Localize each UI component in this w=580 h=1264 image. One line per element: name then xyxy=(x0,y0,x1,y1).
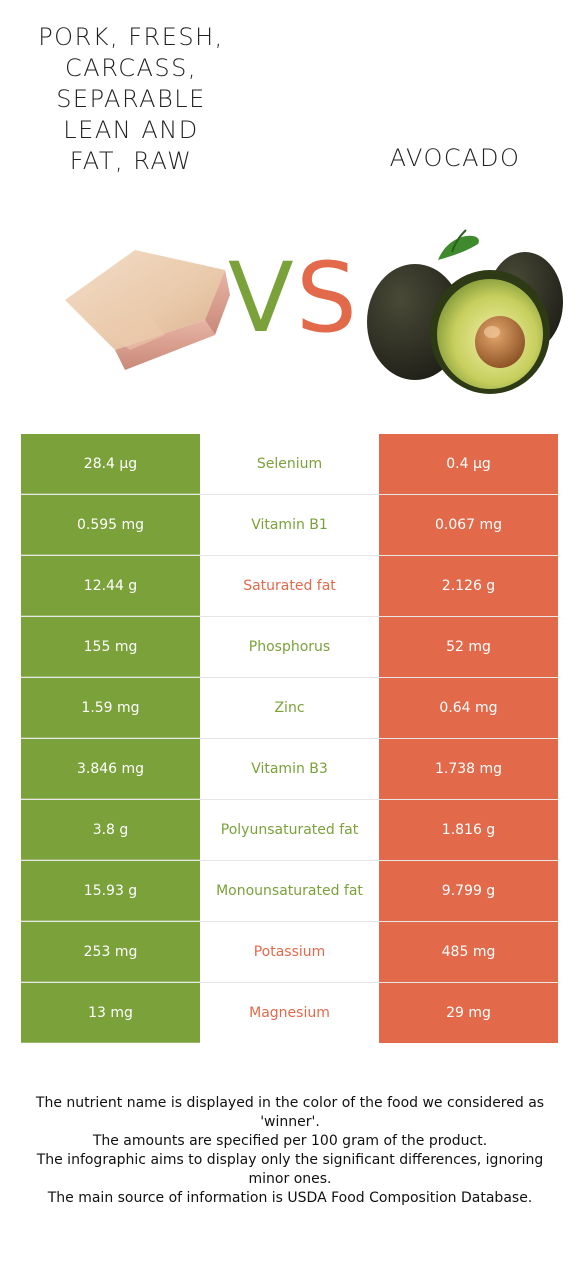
right-food-value: 485 mg xyxy=(379,922,558,982)
left-food-value: 3.8 g xyxy=(21,800,200,860)
vs-s-letter: S xyxy=(296,242,357,354)
nutrient-name: Selenium xyxy=(200,434,379,494)
table-row: 15.93 g Monounsaturated fat 9.799 g xyxy=(21,861,558,922)
left-food-value: 12.44 g xyxy=(21,556,200,616)
footer-note: The main source of information is USDA F… xyxy=(47,1190,533,1206)
table-row: 13 mg Magnesium 29 mg xyxy=(21,983,558,1043)
table-row: 1.59 mg Zinc 0.64 mg xyxy=(21,678,558,739)
left-food-value: 28.4 µg xyxy=(21,434,200,494)
nutrient-name: Phosphorus xyxy=(200,617,379,677)
table-row: 253 mg Potassium 485 mg xyxy=(21,922,558,983)
table-row: 28.4 µg Selenium 0.4 µg xyxy=(21,434,558,495)
nutrient-name: Monounsaturated fat xyxy=(200,861,379,921)
left-food-value: 253 mg xyxy=(21,922,200,982)
footer-note: The amounts are specified per 100 gram o… xyxy=(92,1133,488,1149)
right-food-value: 9.799 g xyxy=(379,861,558,921)
right-food-value: 2.126 g xyxy=(379,556,558,616)
right-food-value: 0.64 mg xyxy=(379,678,558,738)
nutrient-name: Zinc xyxy=(200,678,379,738)
right-food-value: 52 mg xyxy=(379,617,558,677)
left-food-value: 0.595 mg xyxy=(21,495,200,555)
left-food-value: 15.93 g xyxy=(21,861,200,921)
table-row: 12.44 g Saturated fat 2.126 g xyxy=(21,556,558,617)
table-row: 155 mg Phosphorus 52 mg xyxy=(21,617,558,678)
right-food-value: 29 mg xyxy=(379,983,558,1043)
right-food-value: 0.067 mg xyxy=(379,495,558,555)
footer-note: The infographic aims to display only the… xyxy=(36,1152,544,1187)
pork-image xyxy=(65,250,230,370)
left-food-value: 1.59 mg xyxy=(21,678,200,738)
right-food-value: 1.738 mg xyxy=(379,739,558,799)
left-food-value: 13 mg xyxy=(21,983,200,1043)
table-row: 0.595 mg Vitamin B1 0.067 mg xyxy=(21,495,558,556)
nutrient-comparison-table: 28.4 µg Selenium 0.4 µg 0.595 mg Vitamin B1 0… xyxy=(21,434,558,1043)
footer-notes: The nutrient name is displayed in the co… xyxy=(0,1094,580,1208)
vs-v-letter: V xyxy=(228,242,294,354)
nutrient-name: Magnesium xyxy=(200,983,379,1043)
right-food-title: AVOCADO xyxy=(389,144,521,172)
nutrient-name: Saturated fat xyxy=(200,556,379,616)
left-food-title: PORK, FRESH, CARCASS, SEPARABLE LEAN AND… xyxy=(38,23,224,175)
nutrient-name: Polyunsaturated fat xyxy=(200,800,379,860)
nutrient-name: Potassium xyxy=(200,922,379,982)
table-row: 3.8 g Polyunsaturated fat 1.816 g xyxy=(21,800,558,861)
right-food-value: 1.816 g xyxy=(379,800,558,860)
table-row: 3.846 mg Vitamin B3 1.738 mg xyxy=(21,739,558,800)
footer-note: The nutrient name is displayed in the co… xyxy=(35,1095,545,1130)
left-food-value: 155 mg xyxy=(21,617,200,677)
nutrient-name: Vitamin B1 xyxy=(200,495,379,555)
right-food-value: 0.4 µg xyxy=(379,434,558,494)
avocado-image xyxy=(367,229,563,394)
nutrient-name: Vitamin B3 xyxy=(200,739,379,799)
left-food-value: 3.846 mg xyxy=(21,739,200,799)
